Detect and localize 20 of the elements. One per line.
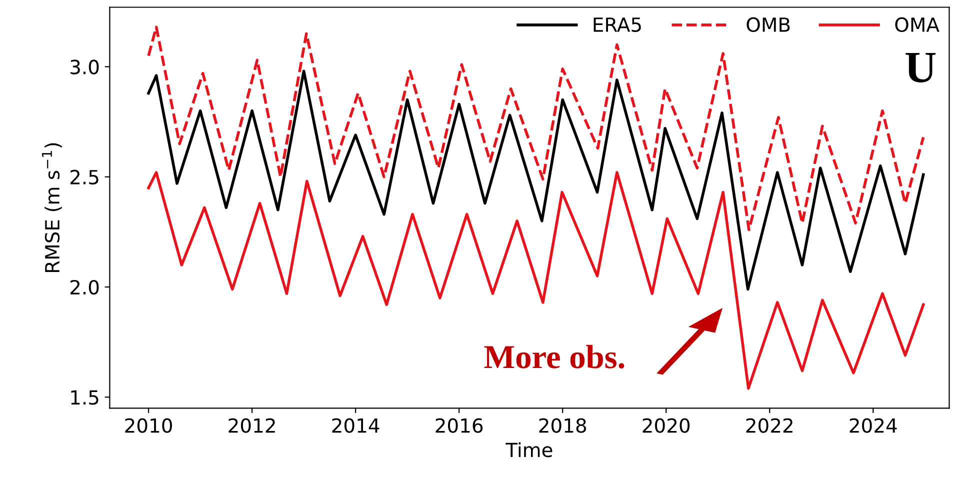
legend-label: ERA5 [594, 18, 641, 32]
line-series [147, 171, 925, 390]
x-tick-label: 2010 [125, 418, 172, 433]
x-tick-label: 2024 [850, 418, 897, 433]
y-axis-title: RMSE (m s$^{−1}$) [42, 143, 62, 272]
y-tick-label: 2.5 [70, 170, 98, 185]
x-tick-label: 2018 [539, 418, 586, 433]
y-tick-label: 2.0 [70, 280, 99, 295]
x-tick-label: 2012 [228, 418, 275, 433]
legend-label: OMB [746, 17, 790, 32]
y-tick-label: 3.0 [70, 60, 99, 74]
annotation: U [906, 52, 936, 82]
x-tick-label: 2022 [746, 418, 792, 433]
x-axis-title: Time [506, 442, 552, 458]
annotation: More obs. [484, 344, 624, 369]
x-tick-label: 2020 [642, 418, 690, 433]
y-tick-label: 1.5 [71, 390, 98, 405]
legend-label: OMA [895, 17, 940, 32]
x-tick-label: 2016 [436, 418, 483, 433]
x-tick-label: 2014 [332, 418, 380, 433]
